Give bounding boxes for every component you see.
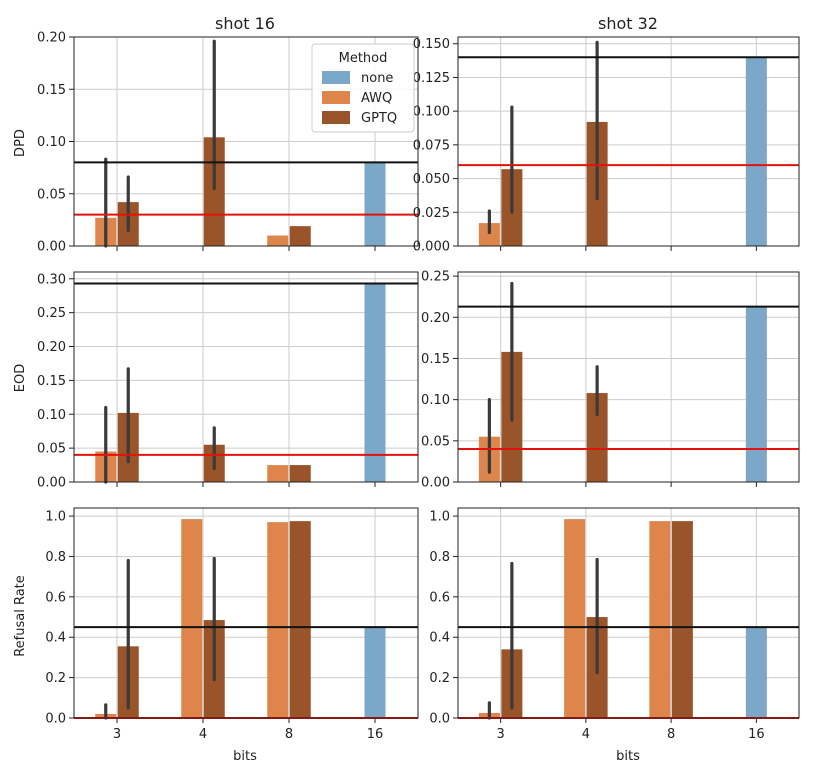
y-tick-label: 0.10: [37, 135, 66, 150]
bar-none-16bit: [364, 162, 386, 246]
panel-refusal-shot32: 0.0 0.2 0.4 0.6 0.8 1.0 3 4 8 16: [429, 507, 800, 742]
x-tick-label: 8: [285, 727, 293, 742]
y-tick-label: 1.0: [45, 510, 66, 525]
x-tick-label: 4: [582, 727, 590, 742]
ylabel-eod: EOD: [13, 364, 28, 392]
x-tick-label: 16: [748, 727, 765, 742]
bar-gptq-8bit: [289, 226, 311, 246]
plot-frame: [457, 271, 800, 483]
y-tick-label: 0.000: [413, 240, 450, 255]
y-tick-label: 0.2: [45, 671, 66, 686]
y-tick-label: 0.15: [421, 352, 450, 367]
ylabel-refusal-rate: Refusal Rate: [13, 575, 28, 657]
bar-gptq-4bit: [586, 393, 608, 482]
bar-awq-8bit: [267, 235, 289, 246]
bar-awq-3bit: [478, 223, 500, 246]
y-tick-label: 0.05: [421, 434, 450, 449]
legend-label-awq: AWQ: [361, 91, 392, 106]
col-title-shot16: shot 16: [215, 14, 275, 33]
y-tick-label: 0.20: [421, 311, 450, 326]
bar-gptq-8bit: [289, 521, 311, 718]
y-tick-label: 0.150: [413, 37, 450, 52]
panel-refusal-shot16: 0.0 0.2 0.4 0.6 0.8 1.0 3 4 8 16: [45, 507, 419, 742]
legend-swatch-gptq: [322, 111, 350, 124]
x-tick-label: 3: [496, 727, 504, 742]
y-tick-label: 0.00: [421, 476, 450, 491]
bar-none-16bit: [745, 57, 767, 247]
plot-frame: [457, 36, 800, 247]
y-tick-label: 0.15: [37, 83, 66, 98]
x-tick-label: 16: [367, 727, 384, 742]
legend-swatch-none: [322, 71, 350, 84]
xlabel-bits-right: bits: [616, 749, 640, 764]
y-tick-label: 0.25: [37, 306, 66, 321]
y-tick-label: 1.0: [429, 510, 450, 525]
col-title-shot32: shot 32: [598, 14, 658, 33]
y-tick-label: 0.8: [429, 550, 450, 565]
bar-awq-4bit: [564, 519, 586, 718]
bar-none-16bit: [364, 627, 386, 718]
y-tick-label: 0.00: [37, 240, 66, 255]
y-tick-label: 0.075: [413, 138, 450, 153]
bar-awq-4bit: [181, 519, 203, 718]
y-tick-label: 0.05: [37, 187, 66, 202]
plot-frame: [73, 36, 419, 247]
legend-frame: [311, 43, 415, 133]
x-tick-label: 8: [667, 727, 675, 742]
y-tick-label: 0.6: [45, 590, 66, 605]
bar-gptq-8bit: [289, 465, 311, 482]
y-tick-label: 0.8: [45, 550, 66, 565]
y-tick-label: 0.25: [421, 270, 450, 285]
y-tick-label: 0.100: [413, 105, 450, 120]
panel-eod-shot16: 0.00 0.05 0.10 0.15 0.20 0.25 0.30: [37, 271, 419, 491]
y-tick-label: 0.4: [45, 631, 66, 646]
legend: Method none AWQ GPTQ: [311, 43, 415, 133]
y-tick-label: 0.125: [413, 71, 450, 86]
legend-swatch-awq: [322, 91, 350, 104]
panel-eod-shot32: 0.00 0.05 0.10 0.15 0.20 0.25: [421, 270, 800, 491]
y-tick-label: 0.4: [429, 631, 450, 646]
bar-awq-8bit: [649, 521, 671, 718]
legend-label-gptq: GPTQ: [361, 111, 397, 126]
bar-none-16bit: [364, 283, 386, 482]
bar-none-16bit: [745, 627, 767, 718]
legend-label-none: none: [361, 71, 393, 86]
plot-frame: [73, 507, 419, 719]
x-tick-label: 4: [199, 727, 207, 742]
y-tick-label: 0.2: [429, 671, 450, 686]
plot-frame: [457, 507, 800, 719]
y-tick-label: 0.20: [37, 340, 66, 355]
y-tick-label: 0.15: [37, 374, 66, 389]
y-tick-label: 0.050: [413, 172, 450, 187]
y-tick-label: 0.0: [429, 712, 450, 727]
y-tick-label: 0.10: [37, 408, 66, 423]
y-tick-label: 0.0: [45, 712, 66, 727]
plot-frame: [73, 271, 419, 483]
y-tick-label: 0.05: [37, 442, 66, 457]
y-tick-label: 0.30: [37, 272, 66, 287]
y-tick-label: 0.10: [421, 393, 450, 408]
bar-gptq-4bit: [203, 137, 225, 246]
bar-awq-8bit: [267, 465, 289, 482]
y-tick-label: 0.025: [413, 206, 450, 221]
bar-gptq-8bit: [671, 521, 693, 718]
xlabel-bits-left: bits: [233, 749, 257, 764]
ylabel-dpd: DPD: [13, 129, 28, 157]
x-tick-label: 3: [113, 727, 121, 742]
bar-awq-8bit: [267, 522, 289, 718]
bar-none-16bit: [745, 306, 767, 482]
y-tick-label: 0.20: [37, 31, 66, 46]
y-tick-label: 0.00: [37, 476, 66, 491]
panel-dpd-shot32: 0.000 0.025 0.050 0.075 0.100 0.125 0.150: [413, 36, 800, 255]
legend-title: Method: [339, 51, 388, 66]
y-tick-label: 0.6: [429, 590, 450, 605]
